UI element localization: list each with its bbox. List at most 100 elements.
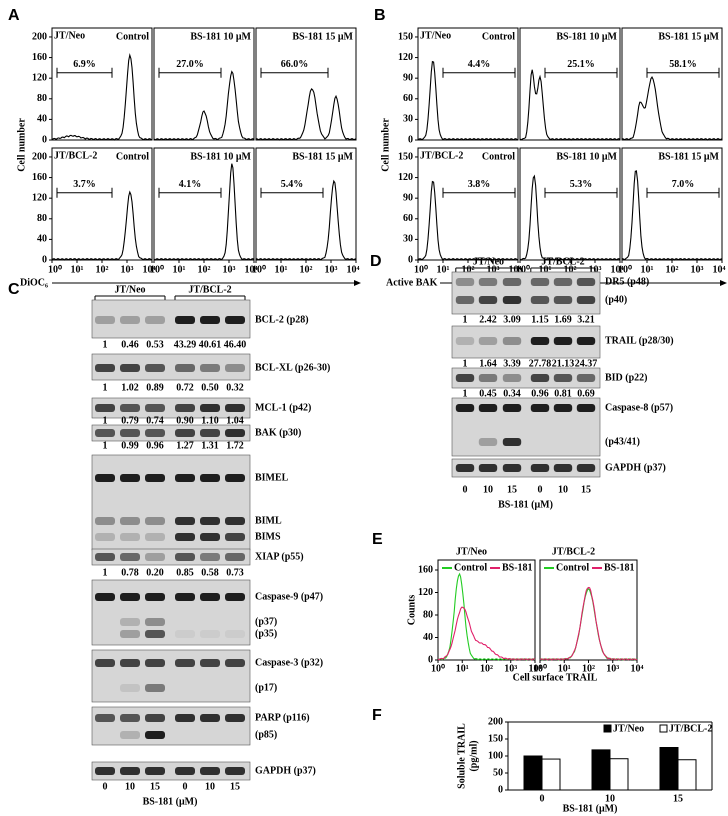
legend-label: BS-181 — [502, 562, 533, 573]
band — [145, 618, 165, 626]
quantification: 1.72 — [226, 440, 244, 451]
x-tick-label: 10⁴ — [611, 264, 624, 275]
band — [95, 731, 115, 739]
histogram-curve — [255, 179, 357, 261]
x-tick-label: 10¹ — [437, 264, 450, 275]
group-label: JT/Neo — [114, 284, 145, 295]
band-label: BIMS — [255, 531, 281, 542]
band — [225, 593, 245, 601]
band — [120, 767, 140, 775]
band — [145, 714, 165, 722]
x-axis-label: BS-181 (μM) — [563, 803, 618, 814]
x-tick-label: 10¹ — [539, 264, 552, 275]
band — [455, 374, 475, 382]
band — [576, 337, 596, 345]
quantification: 1 — [103, 382, 108, 393]
lane-label: 15 — [581, 484, 591, 495]
x-tick-label: 10⁰ — [533, 663, 547, 674]
lane-label: 0 — [463, 484, 468, 495]
band — [200, 684, 220, 692]
band-label: (p37) — [255, 616, 277, 627]
band-label: PARP (p116) — [255, 712, 310, 723]
arrow-head — [354, 280, 361, 286]
band — [530, 464, 550, 472]
quantification: 1.15 — [531, 314, 549, 325]
quantification: 1.69 — [554, 314, 572, 325]
blot-image — [91, 454, 251, 551]
x-tick-label: 10¹ — [275, 264, 288, 275]
band — [95, 553, 115, 561]
x-tick-label: 10² — [582, 663, 595, 674]
band-label: Caspase-3 (p32) — [255, 657, 323, 668]
band — [225, 684, 245, 692]
panel-letter: D — [370, 253, 382, 270]
plot-title: BS-181 15 μM — [292, 31, 353, 42]
quantification: 0.20 — [146, 567, 164, 578]
band — [225, 618, 245, 626]
band — [225, 474, 245, 482]
band — [200, 731, 220, 739]
histogram-curve — [621, 170, 723, 261]
band — [175, 659, 195, 667]
band — [530, 337, 550, 345]
lane-label: 15 — [230, 781, 240, 792]
band — [120, 630, 140, 638]
band — [200, 404, 220, 412]
group-label: JT/BCL-2 — [541, 256, 584, 267]
y-tick-label: 120 — [32, 192, 47, 203]
band — [200, 533, 220, 541]
band — [455, 337, 475, 345]
band — [200, 618, 220, 626]
band-label: (p85) — [255, 729, 277, 740]
band — [175, 593, 195, 601]
x-tick-label: 10⁰ — [618, 264, 632, 275]
y-tick-label: 40 — [37, 114, 47, 125]
band — [95, 714, 115, 722]
band — [145, 474, 165, 482]
quantification: 1 — [463, 358, 468, 369]
band — [120, 364, 140, 372]
quantification: 0.74 — [146, 415, 164, 426]
histogram-curve — [539, 586, 638, 661]
plot-title: BS-181 10 μM — [190, 31, 251, 42]
band-label: BCL-2 (p28) — [255, 314, 309, 325]
quantification: 21.13 — [552, 358, 575, 369]
band — [120, 618, 140, 626]
band — [145, 553, 165, 561]
band — [530, 296, 550, 304]
gate-percent: 6.9% — [73, 59, 96, 70]
band — [530, 374, 550, 382]
x-tick-label: 10² — [300, 264, 313, 275]
band — [478, 438, 498, 446]
blot-image — [451, 458, 601, 478]
band — [531, 438, 549, 446]
band — [455, 404, 475, 412]
band — [478, 296, 498, 304]
x-tick-label: 10⁴ — [143, 264, 156, 275]
band — [225, 731, 245, 739]
band — [95, 618, 115, 626]
band — [145, 731, 165, 739]
band — [120, 684, 140, 692]
band — [120, 429, 140, 437]
band — [145, 593, 165, 601]
quantification: 0.45 — [479, 388, 497, 399]
y-tick-label: 0 — [498, 784, 503, 795]
band — [225, 429, 245, 437]
x-tick-label: 10⁴ — [631, 663, 644, 674]
band — [200, 659, 220, 667]
band — [200, 429, 220, 437]
band — [502, 404, 522, 412]
plot-frame — [51, 147, 153, 261]
band — [225, 630, 245, 638]
quantification: 1.04 — [226, 415, 244, 426]
quantification: 2.42 — [479, 314, 497, 325]
quantification: 0.89 — [146, 382, 164, 393]
band — [175, 731, 195, 739]
band — [175, 618, 195, 626]
band — [95, 364, 115, 372]
plot-title: BS-181 15 μM — [658, 31, 719, 42]
histogram-curve — [622, 76, 723, 141]
quantification: 0.85 — [176, 567, 194, 578]
band — [502, 464, 522, 472]
